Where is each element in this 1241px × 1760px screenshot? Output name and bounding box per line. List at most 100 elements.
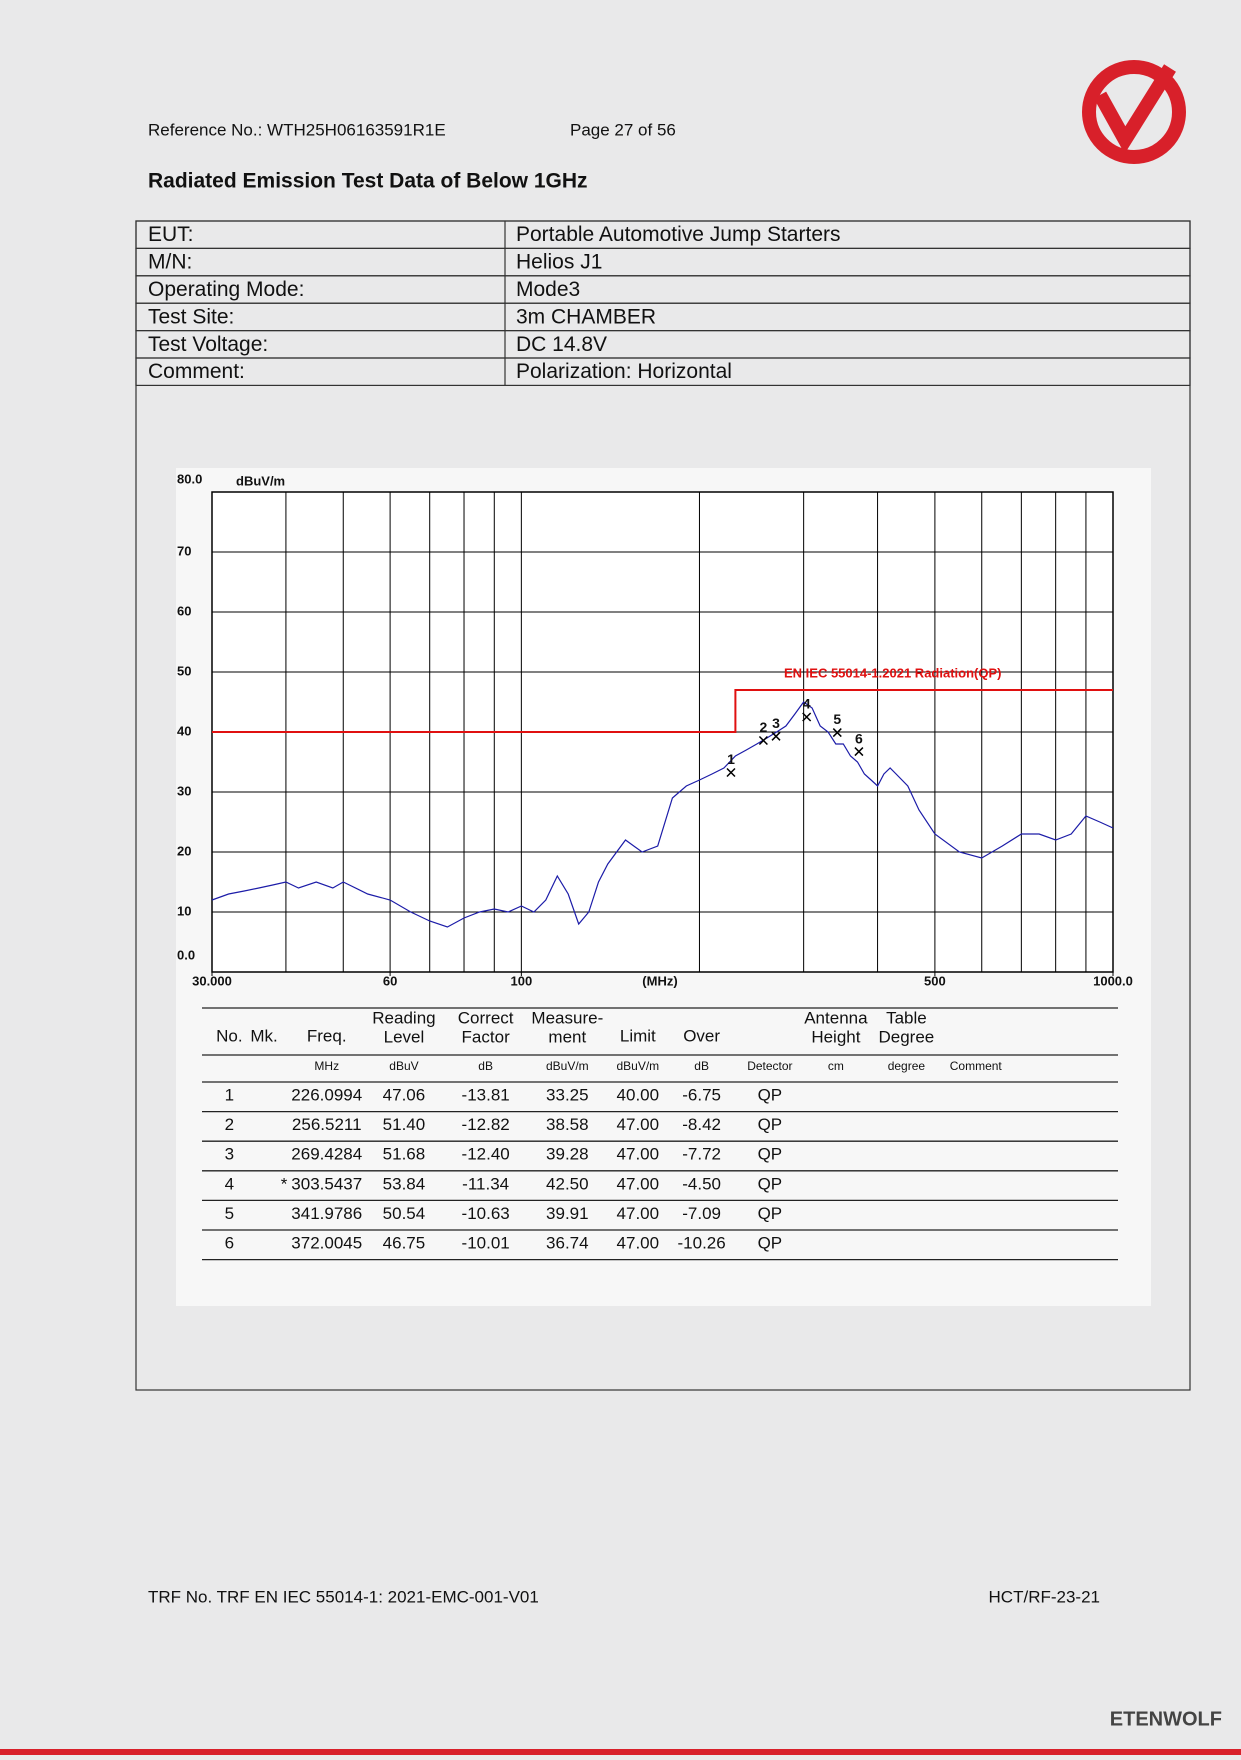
x-tick-label: 100 (511, 973, 533, 988)
table-header: Height (811, 1027, 860, 1046)
table-cell: 269.4284 (291, 1145, 362, 1164)
table-cell: 36.74 (546, 1233, 589, 1252)
table-header: Mk. (250, 1026, 277, 1045)
marker-label: 5 (833, 711, 841, 727)
info-row (135, 357, 1191, 386)
limit-line (212, 689, 1113, 733)
table-cell: QP (758, 1233, 783, 1252)
table-cell: 3 (225, 1145, 234, 1164)
table-cell: -7.09 (682, 1204, 721, 1223)
table-cell: 341.9786 (291, 1204, 362, 1223)
table-header: Degree (879, 1027, 935, 1046)
marker (802, 712, 812, 722)
table-cell: 50.54 (383, 1204, 426, 1223)
info-label: Operating Mode: (148, 278, 304, 301)
reference: Reference No.: WTH25H06163591R1E (148, 120, 446, 139)
table-cell: -13.81 (462, 1085, 510, 1104)
table-cell: 53.84 (383, 1174, 426, 1193)
y-tick-label: 10 (177, 903, 191, 918)
table-header: Limit (620, 1026, 656, 1045)
table-cell: QP (758, 1115, 783, 1134)
table-cell: 47.00 (617, 1204, 660, 1223)
table-unit: Comment (950, 1059, 1003, 1073)
table-cell: -6.75 (682, 1085, 721, 1104)
table-unit: dBuV (389, 1059, 418, 1073)
marker-label: 4 (803, 696, 811, 712)
table-header: Table (886, 1008, 927, 1027)
x-unit: (MHz) (642, 973, 677, 988)
table-cell: -10.63 (462, 1204, 510, 1223)
table-header: Correct (458, 1008, 514, 1027)
table-header: Reading (372, 1008, 435, 1027)
table-cell: QP (758, 1174, 783, 1193)
table-cell: -7.72 (682, 1145, 721, 1164)
table-header: No. (216, 1026, 242, 1045)
table-cell: 303.5437 (291, 1174, 362, 1193)
marker (758, 735, 768, 746)
table-cell: 5 (225, 1204, 234, 1223)
table-cell: QP (758, 1145, 783, 1164)
table-unit: degree (888, 1059, 926, 1073)
info-row (135, 330, 1191, 359)
y-tick-label: 70 (177, 543, 191, 558)
logo (1082, 60, 1186, 164)
limit-label: EN IEC 55014-1.2021 Radiation(QP) (784, 665, 1001, 680)
table-unit: dBuV/m (546, 1059, 589, 1073)
table-cell: 33.25 (546, 1085, 589, 1104)
info-label: EUT: (148, 223, 194, 246)
table-cell: -8.42 (682, 1115, 721, 1134)
table-header: Factor (462, 1027, 511, 1046)
table-unit: cm (828, 1059, 844, 1073)
table-cell: 256.5211 (292, 1115, 362, 1134)
title: Radiated Emission Test Data of Below 1GH… (148, 170, 588, 193)
table-cell: 51.40 (383, 1115, 426, 1134)
info-label: M/N: (148, 251, 192, 274)
info-row (135, 247, 1191, 277)
table-cell: -12.82 (462, 1115, 510, 1134)
table-cell: 47.00 (617, 1174, 660, 1193)
table-cell: -10.26 (678, 1233, 726, 1252)
y-tick-label: 20 (177, 843, 191, 858)
table-cell: 226.0994 (291, 1085, 362, 1104)
y-unit: dBuV/m (236, 473, 285, 488)
table-cell: 38.58 (546, 1115, 589, 1134)
info-row (135, 302, 1191, 332)
x-tick-label: 30.000 (192, 973, 232, 988)
marker (726, 767, 736, 778)
table-cell: 47.00 (617, 1145, 660, 1164)
info-value: Mode3 (516, 278, 580, 301)
marker-label: 6 (855, 730, 863, 746)
table-unit: dB (478, 1059, 493, 1073)
table-unit: dB (694, 1059, 709, 1073)
table-unit: MHz (314, 1059, 339, 1073)
table-cell: 46.75 (383, 1233, 426, 1252)
table-header: Level (384, 1027, 425, 1046)
info-value: 3m CHAMBER (516, 305, 656, 328)
table-cell: * (281, 1174, 288, 1193)
footer-bar (0, 1749, 1241, 1755)
info-label: Test Site: (148, 305, 234, 328)
table-cell: 4 (225, 1174, 234, 1193)
y-tick-label: 40 (177, 723, 191, 738)
table-header: ment (548, 1027, 586, 1046)
table-header: Freq. (307, 1026, 347, 1045)
table-cell: -12.40 (462, 1145, 510, 1164)
info-label: Test Voltage: (148, 333, 268, 356)
brand: ETENWOLF (1110, 1708, 1222, 1730)
marker-label: 2 (760, 719, 768, 735)
y-tick-label: 0.0 (177, 947, 195, 962)
table-unit: dBuV/m (616, 1059, 659, 1073)
table-cell: -11.34 (462, 1174, 509, 1193)
info-value: Helios J1 (516, 251, 602, 274)
table-cell: 47.00 (617, 1233, 660, 1252)
table-cell: QP (758, 1204, 783, 1223)
footer-trf: TRF No. TRF EN IEC 55014-1: 2021-EMC-001… (148, 1587, 539, 1606)
trace (211, 701, 1114, 928)
table-cell: 6 (225, 1233, 234, 1252)
y-tick-label: 50 (177, 663, 191, 678)
info-value: DC 14.8V (516, 333, 607, 356)
table-cell: -4.50 (682, 1174, 721, 1193)
marker (832, 728, 842, 738)
